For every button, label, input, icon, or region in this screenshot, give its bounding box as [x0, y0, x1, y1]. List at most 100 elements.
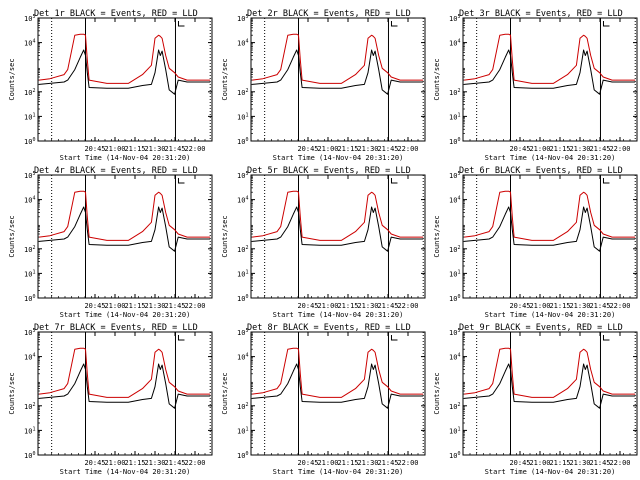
panel-2r: Det 2r BLACK = Events, RED = LLD10010110…	[221, 9, 425, 162]
y-tick-exponent: 2	[457, 88, 460, 94]
x-tick-label: 20:45	[297, 302, 318, 310]
y-tick-exponent: 1	[245, 426, 248, 432]
y-tick-label: 101	[24, 112, 35, 121]
lld-series-line	[252, 34, 423, 83]
y-tick-base: 10	[24, 138, 32, 146]
bracket-marker	[391, 21, 397, 26]
lld-series-line	[464, 34, 635, 83]
bracket-marker	[178, 21, 184, 26]
y-tick-base: 10	[237, 89, 245, 97]
y-tick-base: 10	[449, 40, 457, 48]
y-tick-base: 10	[237, 354, 245, 362]
y-tick-exponent: 1	[32, 269, 35, 275]
y-tick-base: 10	[237, 403, 245, 411]
y-axis-label: Counts/sec	[433, 58, 441, 100]
y-tick-base: 10	[449, 89, 457, 97]
y-tick-exponent: 2	[457, 402, 460, 408]
y-tick-base: 10	[237, 452, 245, 460]
panel-6r: Det 6r BLACK = Events, RED = LLD10010110…	[433, 166, 637, 319]
x-axis-label: Start Time (14-Nov-04 20:31:20)	[273, 154, 404, 162]
y-tick-base: 10	[449, 138, 457, 146]
y-tick-base: 10	[237, 329, 245, 337]
lld-series-line	[39, 34, 210, 83]
panel-3r: Det 3r BLACK = Events, RED = LLD10010110…	[433, 9, 637, 162]
x-tick-label: 20:45	[297, 459, 318, 467]
x-tick-label: 20:45	[297, 145, 318, 153]
panel-7r: Det 7r BLACK = Events, RED = LLD10010110…	[8, 323, 212, 476]
y-tick-exponent: 4	[245, 196, 248, 202]
y-tick-exponent: 1	[32, 112, 35, 118]
y-tick-base: 10	[237, 138, 245, 146]
y-tick-exponent: 5	[245, 328, 248, 334]
x-tick-label: 21:00	[104, 459, 125, 467]
y-tick-base: 10	[24, 113, 32, 121]
y-tick-exponent: 5	[32, 14, 35, 20]
events-series-line	[252, 207, 423, 251]
y-tick-exponent: 0	[32, 451, 35, 457]
y-tick-base: 10	[237, 295, 245, 303]
events-series-line	[464, 207, 635, 251]
y-tick-base: 10	[24, 295, 32, 303]
y-tick-base: 10	[24, 172, 32, 180]
y-tick-label: 102	[449, 245, 460, 254]
y-tick-label: 104	[24, 196, 35, 205]
y-tick-label: 102	[237, 88, 248, 97]
panel-4r: Det 4r BLACK = Events, RED = LLD10010110…	[8, 166, 212, 319]
lld-series-line	[464, 348, 635, 397]
y-tick-exponent: 5	[245, 14, 248, 20]
x-tick-label: 21:30	[569, 302, 590, 310]
y-tick-label: 101	[24, 269, 35, 278]
x-tick-label: 21:15	[549, 459, 570, 467]
y-tick-exponent: 4	[245, 39, 248, 45]
x-tick-label: 20:45	[84, 145, 105, 153]
y-tick-label: 100	[237, 137, 248, 146]
y-tick-label: 102	[24, 88, 35, 97]
x-tick-label: 20:45	[509, 145, 530, 153]
detector-lightcurve-grid: Det 1r BLACK = Events, RED = LLD10010110…	[0, 0, 640, 480]
x-tick-label: 21:00	[529, 302, 550, 310]
x-tick-label: 21:45	[377, 302, 398, 310]
x-tick-label: 22:00	[184, 302, 205, 310]
x-tick-label: 21:30	[144, 459, 165, 467]
y-tick-exponent: 0	[245, 294, 248, 300]
y-tick-base: 10	[24, 427, 32, 435]
y-tick-exponent: 4	[32, 353, 35, 359]
y-tick-label: 105	[449, 171, 460, 180]
y-axis-label: Counts/sec	[433, 372, 441, 414]
bracket-marker	[391, 178, 397, 183]
y-tick-exponent: 4	[245, 353, 248, 359]
y-tick-label: 101	[237, 112, 248, 121]
x-tick-label: 21:45	[164, 302, 185, 310]
events-series-line	[464, 364, 635, 408]
y-tick-label: 100	[449, 294, 460, 303]
x-tick-label: 21:15	[124, 459, 145, 467]
x-tick-label: 21:30	[357, 459, 378, 467]
x-tick-label: 21:00	[104, 145, 125, 153]
y-tick-label: 100	[237, 451, 248, 460]
y-tick-base: 10	[237, 113, 245, 121]
y-tick-label: 104	[24, 39, 35, 48]
y-tick-label: 104	[449, 353, 460, 362]
y-axis-label: Counts/sec	[433, 215, 441, 257]
x-tick-label: 20:45	[509, 459, 530, 467]
x-tick-label: 22:00	[184, 145, 205, 153]
y-tick-label: 104	[237, 353, 248, 362]
bracket-marker	[391, 335, 397, 340]
y-tick-base: 10	[24, 452, 32, 460]
y-tick-label: 105	[24, 171, 35, 180]
y-tick-exponent: 2	[245, 88, 248, 94]
y-tick-exponent: 2	[245, 402, 248, 408]
y-tick-label: 104	[449, 196, 460, 205]
y-tick-exponent: 4	[32, 196, 35, 202]
y-tick-base: 10	[449, 295, 457, 303]
x-tick-label: 21:30	[357, 302, 378, 310]
y-tick-exponent: 5	[457, 328, 460, 334]
y-tick-label: 101	[237, 426, 248, 435]
y-tick-label: 105	[24, 328, 35, 337]
y-tick-label: 101	[449, 269, 460, 278]
x-axis-label: Start Time (14-Nov-04 20:31:20)	[60, 468, 191, 476]
x-axis-label: Start Time (14-Nov-04 20:31:20)	[273, 468, 404, 476]
y-tick-base: 10	[24, 403, 32, 411]
lld-series-line	[252, 191, 423, 240]
y-tick-label: 102	[449, 88, 460, 97]
